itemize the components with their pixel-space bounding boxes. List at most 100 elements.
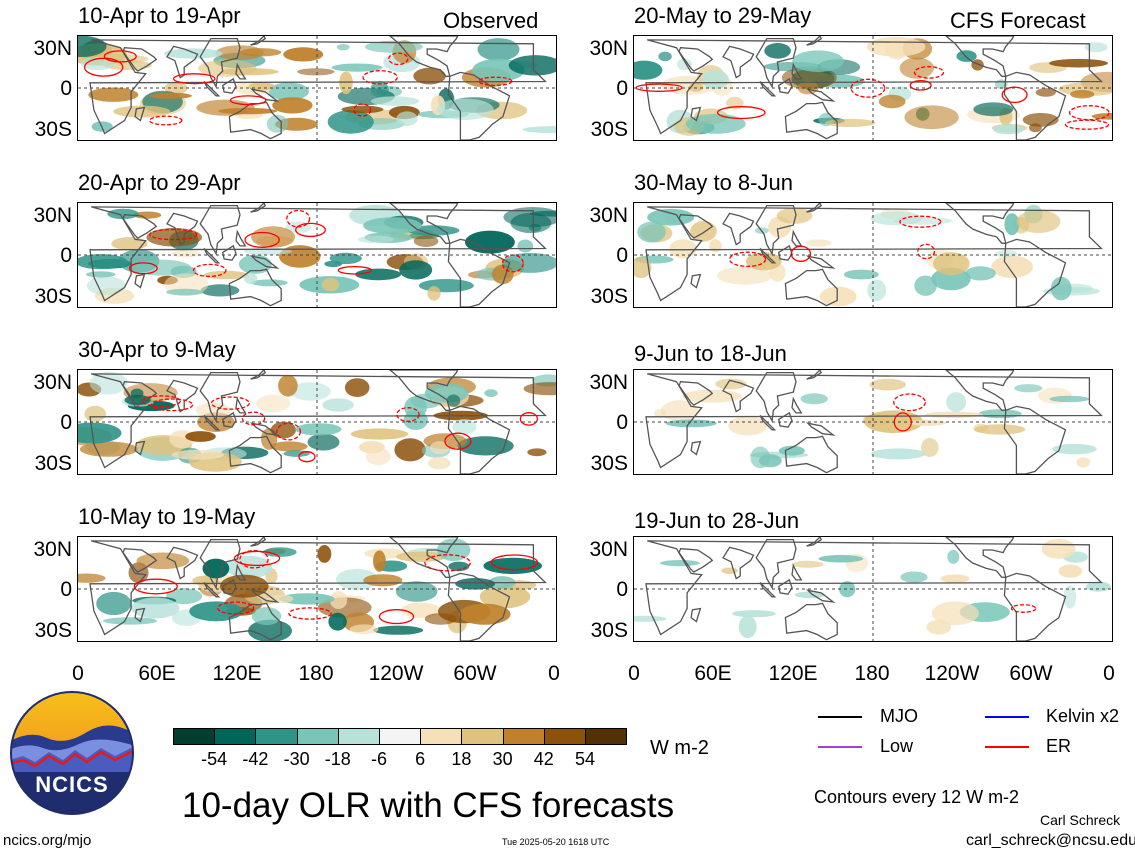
map-panel-3 — [77, 369, 557, 475]
er-contour — [444, 432, 472, 450]
negative-olr-anomaly — [251, 607, 282, 626]
negative-olr-anomaly — [370, 81, 389, 98]
colorbar-unit: W m-2 — [650, 737, 709, 759]
coastline — [690, 607, 702, 623]
coastline — [250, 203, 267, 213]
positive-olr-anomaly — [272, 97, 313, 114]
coastline — [235, 229, 247, 247]
er-contour — [899, 215, 942, 228]
positive-olr-anomaly — [866, 37, 926, 57]
positive-olr-anomaly — [358, 441, 385, 454]
negative-olr-anomaly — [263, 547, 297, 557]
coastline — [755, 37, 797, 89]
negative-olr-anomaly — [322, 398, 354, 412]
negative-olr-anomaly — [465, 230, 515, 254]
negative-olr-anomaly — [529, 210, 556, 217]
positive-olr-anomaly — [458, 603, 511, 625]
coastline — [944, 36, 1015, 77]
positive-olr-anomaly — [1070, 89, 1095, 99]
ytick-30s: 30S — [590, 619, 628, 642]
ytick-0: 0 — [616, 411, 628, 434]
negative-olr-anomaly — [78, 422, 122, 444]
positive-olr-anomaly — [1058, 564, 1083, 578]
coastline — [806, 537, 823, 547]
coastline — [134, 273, 146, 289]
coastline — [755, 371, 797, 423]
negative-olr-anomaly — [1050, 276, 1072, 301]
positive-olr-anomaly — [805, 239, 832, 247]
colorbar-tick-label: -18 — [324, 749, 351, 769]
negative-olr-anomaly — [452, 418, 477, 435]
negative-olr-anomaly — [89, 371, 128, 395]
negative-olr-anomaly — [189, 601, 243, 622]
positive-olr-anomaly — [297, 68, 335, 76]
coastline — [690, 273, 702, 289]
negative-olr-anomaly — [266, 115, 289, 133]
coastline — [755, 538, 797, 590]
positive-olr-anomaly — [363, 574, 403, 587]
coastline — [805, 255, 836, 269]
ytick-30s: 30S — [590, 118, 628, 141]
er-contour — [217, 601, 255, 615]
colorbar-cell — [296, 728, 339, 745]
coastline — [250, 537, 267, 547]
er-contour — [233, 550, 281, 567]
positive-olr-anomaly — [904, 105, 959, 130]
negative-olr-anomaly — [484, 389, 498, 397]
positive-olr-anomaly — [413, 235, 439, 247]
er-contour — [83, 57, 124, 77]
negative-olr-anomaly — [900, 571, 928, 583]
positive-olr-anomaly — [248, 82, 275, 91]
map-panel-2 — [77, 202, 557, 308]
positive-olr-anomaly — [940, 574, 970, 583]
colorbar-tick-label: -30 — [283, 749, 310, 769]
coastline — [235, 396, 247, 414]
positive-olr-anomaly — [270, 441, 308, 452]
negative-olr-anomaly — [364, 40, 423, 53]
colorbar-cell — [379, 728, 422, 745]
positive-olr-anomaly — [251, 226, 296, 248]
coastline — [944, 537, 1015, 578]
negative-olr-anomaly — [947, 549, 960, 564]
author-email[interactable]: carl_schreck@ncsu.edu — [966, 832, 1135, 849]
positive-olr-anomaly — [527, 448, 547, 457]
coastline — [228, 101, 282, 140]
negative-olr-anomaly — [363, 217, 422, 234]
er-contour — [1001, 86, 1028, 104]
er-contour — [1010, 604, 1037, 613]
coastline — [228, 435, 282, 474]
logo-text: NCICS — [35, 772, 109, 797]
map-panel-7 — [633, 369, 1113, 475]
negative-olr-anomaly — [764, 43, 791, 59]
er-contour — [241, 411, 266, 426]
negative-olr-anomaly — [794, 591, 826, 599]
xtick-120w: 120W — [368, 662, 424, 685]
map-panel-4 — [77, 536, 557, 642]
coastline — [250, 36, 267, 46]
panel-title-5: 20-May to 29-May — [634, 3, 812, 28]
er-contour — [298, 451, 316, 463]
negative-olr-anomaly — [251, 279, 288, 287]
positive-olr-anomaly — [349, 624, 379, 635]
colorbar-tick-label: -42 — [242, 749, 269, 769]
ncics-logo: NCICS — [9, 690, 135, 816]
er-contour — [716, 106, 766, 120]
negative-olr-anomaly — [86, 271, 116, 278]
er-contour — [149, 115, 183, 126]
xtick-60e: 60E — [694, 662, 732, 685]
positive-olr-anomaly — [869, 378, 906, 391]
negative-olr-anomaly — [517, 239, 534, 253]
ncics-url[interactable]: ncics.org/mjo — [3, 832, 92, 849]
coastline — [249, 88, 280, 102]
coastline — [235, 62, 247, 80]
negative-olr-anomaly — [800, 393, 828, 405]
positive-olr-anomaly — [908, 419, 947, 426]
negative-olr-anomaly — [1049, 395, 1090, 403]
ytick-30s: 30S — [34, 118, 72, 141]
coastline — [250, 370, 267, 380]
positive-olr-anomaly — [239, 48, 282, 57]
negative-olr-anomaly — [660, 560, 700, 567]
positive-olr-anomaly — [492, 264, 514, 285]
coastline — [134, 440, 146, 456]
er-contour — [1064, 119, 1110, 130]
